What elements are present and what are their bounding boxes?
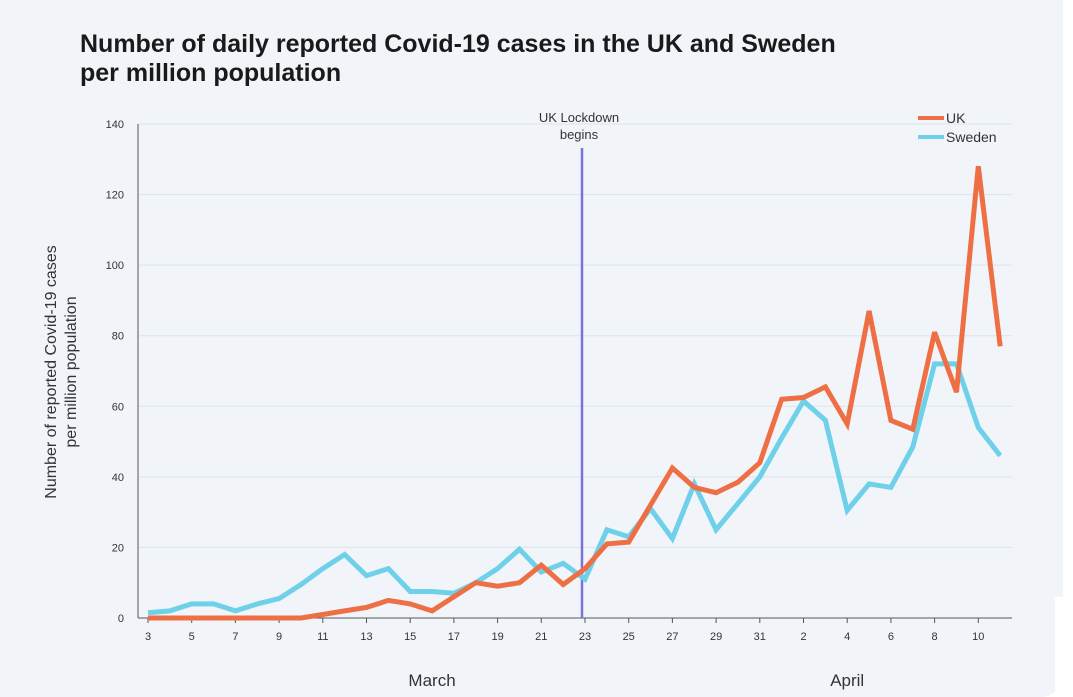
x-tick-label: 19 bbox=[491, 631, 503, 643]
y-tick-labels: 0 20 40 60 80 100 120 140 bbox=[106, 119, 124, 625]
x-tick-label: 4 bbox=[844, 631, 850, 643]
month-labels: March April bbox=[408, 671, 864, 690]
x-tick-label: 2 bbox=[800, 631, 806, 643]
month-label-march: March bbox=[408, 671, 455, 690]
chart-title-line1: Number of daily reported Covid-19 cases … bbox=[80, 30, 836, 58]
series-line-uk bbox=[148, 165, 1003, 621]
x-tick-label: 7 bbox=[232, 631, 238, 643]
x-tick-label: 8 bbox=[932, 631, 938, 643]
x-tick-label: 31 bbox=[754, 631, 766, 643]
lockdown-label-line1: UK Lockdown bbox=[539, 110, 619, 125]
lockdown-label-line2: begins bbox=[560, 127, 599, 142]
y-axis-title: Number of reported Covid-19 cases per mi… bbox=[43, 245, 80, 498]
legend-sweden-label: Sweden bbox=[946, 129, 997, 145]
x-tick-label: 5 bbox=[189, 631, 195, 643]
y-tick-label: 20 bbox=[112, 542, 124, 554]
background-corner bbox=[1055, 597, 1073, 697]
x-tick-label: 9 bbox=[276, 631, 282, 643]
x-tick-label: 25 bbox=[623, 631, 635, 643]
data-series bbox=[147, 165, 1003, 621]
x-tick-label: 27 bbox=[666, 631, 678, 643]
series-line-sweden bbox=[147, 361, 1003, 616]
x-tick-label: 3 bbox=[145, 631, 151, 643]
y-tick-label: 140 bbox=[106, 119, 124, 131]
y-axis-title-line2: per million population bbox=[63, 296, 80, 447]
y-axis-title-line1: Number of reported Covid-19 cases bbox=[43, 245, 60, 498]
x-tick-label: 23 bbox=[579, 631, 591, 643]
y-tick-label: 60 bbox=[112, 401, 124, 413]
x-tick-label: 11 bbox=[317, 631, 328, 643]
legend: UK Sweden bbox=[918, 110, 997, 145]
chart-title: Number of daily reported Covid-19 cases … bbox=[80, 30, 836, 88]
y-tick-label: 0 bbox=[118, 613, 124, 625]
x-tick-label: 6 bbox=[888, 631, 894, 643]
legend-uk-label: UK bbox=[946, 110, 966, 126]
x-tick-label: 21 bbox=[535, 631, 547, 643]
gridlines bbox=[138, 123, 1012, 548]
x-tick-label: 17 bbox=[448, 631, 460, 643]
x-tick-label: 29 bbox=[710, 631, 722, 643]
x-tick-label: 15 bbox=[404, 631, 416, 643]
y-tick-label: 40 bbox=[112, 472, 124, 484]
y-tick-label: 80 bbox=[112, 331, 124, 343]
x-tick-labels: 3 5 7 9 11 13 15 17 19 21 23 25 27 29 31 2 4 6 8 10 bbox=[145, 618, 984, 643]
x-tick-label: 13 bbox=[360, 631, 372, 643]
y-tick-label: 120 bbox=[106, 190, 124, 202]
annotations: UK Lockdown begins bbox=[539, 110, 619, 618]
chart-title-line2: per million population bbox=[80, 59, 342, 87]
y-tick-label: 100 bbox=[106, 260, 124, 272]
month-label-april: April bbox=[830, 671, 864, 690]
x-tick-label: 10 bbox=[972, 631, 984, 643]
